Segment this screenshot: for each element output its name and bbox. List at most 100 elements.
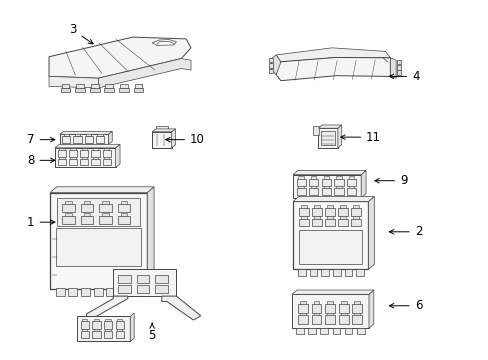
Bar: [80, 159, 88, 165]
Bar: [291, 294, 368, 328]
Bar: [56, 288, 64, 296]
Polygon shape: [130, 313, 134, 342]
Bar: [102, 150, 111, 157]
Polygon shape: [368, 197, 373, 269]
Bar: [312, 126, 318, 135]
Bar: [73, 136, 81, 143]
Bar: [83, 201, 90, 204]
Bar: [297, 304, 307, 312]
Polygon shape: [291, 290, 373, 294]
Bar: [59, 157, 64, 159]
Bar: [69, 150, 77, 157]
Bar: [308, 179, 318, 186]
Polygon shape: [134, 84, 142, 88]
Bar: [346, 188, 356, 195]
Bar: [325, 304, 334, 312]
Bar: [81, 216, 93, 224]
Polygon shape: [389, 58, 395, 78]
Bar: [300, 204, 306, 208]
Bar: [321, 269, 328, 276]
Bar: [326, 204, 332, 208]
Bar: [105, 319, 111, 321]
Bar: [332, 328, 340, 334]
Bar: [348, 185, 354, 188]
Text: 8: 8: [27, 154, 55, 167]
Polygon shape: [268, 63, 272, 68]
Bar: [117, 319, 122, 321]
Bar: [117, 204, 130, 212]
Bar: [354, 301, 360, 304]
Bar: [62, 216, 75, 224]
Bar: [351, 219, 361, 226]
Bar: [313, 204, 319, 208]
Bar: [344, 328, 352, 334]
Bar: [321, 188, 330, 195]
Polygon shape: [61, 88, 70, 93]
Bar: [92, 321, 101, 329]
Bar: [338, 315, 348, 324]
Bar: [323, 185, 328, 188]
Bar: [311, 208, 321, 216]
Text: 10: 10: [165, 133, 204, 146]
Bar: [94, 319, 99, 321]
Text: 4: 4: [388, 70, 419, 83]
Text: 2: 2: [388, 225, 421, 238]
Bar: [86, 132, 91, 136]
Bar: [50, 193, 147, 289]
Polygon shape: [61, 84, 69, 88]
Polygon shape: [49, 37, 191, 78]
Bar: [155, 275, 167, 283]
Bar: [120, 212, 127, 216]
Bar: [60, 134, 108, 144]
Bar: [68, 288, 77, 296]
Bar: [354, 312, 360, 315]
Polygon shape: [268, 68, 272, 73]
Polygon shape: [91, 84, 99, 88]
Bar: [340, 215, 346, 219]
Bar: [326, 312, 332, 315]
Bar: [63, 132, 69, 136]
Bar: [344, 269, 352, 276]
Bar: [57, 198, 140, 226]
Text: 11: 11: [340, 131, 380, 144]
Bar: [334, 179, 343, 186]
Bar: [338, 208, 347, 216]
Bar: [325, 208, 334, 216]
Bar: [292, 202, 368, 269]
Bar: [117, 328, 122, 331]
Bar: [102, 201, 109, 204]
Polygon shape: [76, 84, 84, 88]
Bar: [340, 301, 346, 304]
Bar: [91, 150, 100, 157]
Bar: [69, 159, 77, 165]
Bar: [353, 204, 359, 208]
Bar: [70, 148, 76, 150]
Bar: [340, 312, 346, 315]
Bar: [311, 304, 321, 312]
Bar: [104, 331, 112, 338]
Bar: [136, 275, 149, 283]
Polygon shape: [396, 70, 400, 75]
Bar: [94, 328, 99, 331]
Bar: [351, 208, 361, 216]
Bar: [80, 150, 88, 157]
Bar: [310, 176, 316, 179]
Polygon shape: [152, 132, 171, 148]
Bar: [117, 216, 130, 224]
Bar: [356, 269, 364, 276]
Bar: [118, 285, 130, 293]
Bar: [353, 215, 359, 219]
Bar: [116, 331, 123, 338]
Bar: [298, 208, 308, 216]
Polygon shape: [147, 187, 154, 289]
Bar: [313, 312, 319, 315]
Polygon shape: [162, 296, 201, 320]
Bar: [326, 301, 332, 304]
Polygon shape: [49, 76, 99, 88]
Polygon shape: [120, 84, 127, 88]
Bar: [297, 315, 307, 324]
Bar: [338, 304, 348, 312]
Bar: [318, 128, 337, 148]
Bar: [119, 288, 127, 296]
Bar: [81, 204, 93, 212]
